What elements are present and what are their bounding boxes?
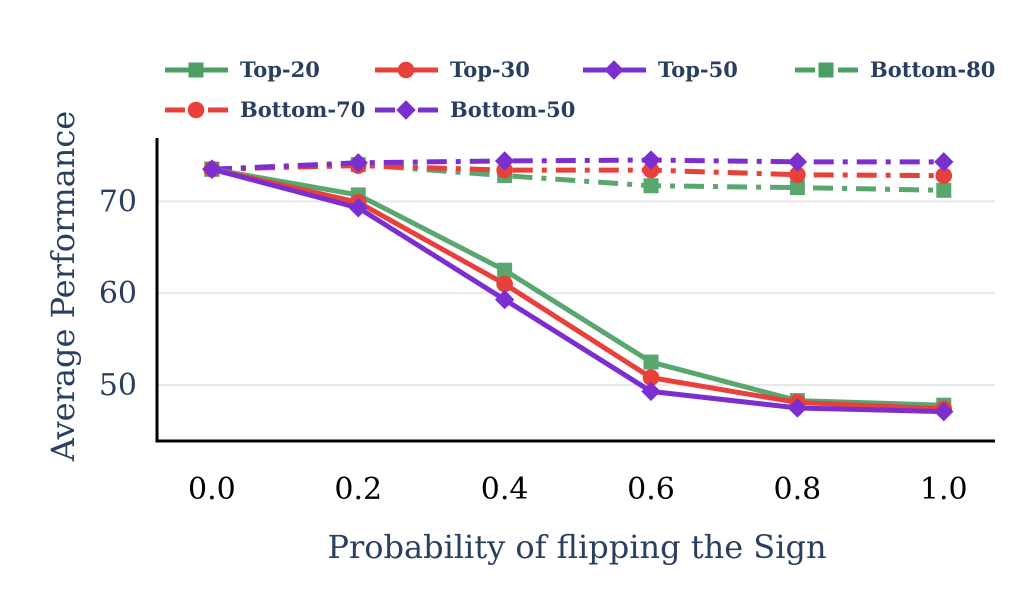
x-tick-label: 0.8: [774, 472, 822, 507]
data-point: [497, 262, 513, 278]
y-tick-label: 60: [99, 276, 137, 311]
x-tick-label: 0.2: [334, 472, 382, 507]
series-line: [211, 166, 944, 412]
data-point: [934, 152, 954, 172]
data-point: [787, 398, 808, 418]
legend: Top-20 Top-30 Top-50 Bottom-80 Bottom-70 Bott…: [165, 57, 995, 122]
legend-label: Bottom-70: [240, 97, 365, 122]
data-point: [496, 275, 513, 293]
data-point: [643, 178, 659, 194]
x-tick-label: 0.0: [188, 472, 236, 507]
y-axis-title: Average Performance: [44, 111, 82, 462]
legend-label: Top-30: [450, 57, 530, 82]
data-point: [494, 289, 515, 310]
series-top-20: [204, 161, 952, 413]
data-point: [936, 182, 952, 198]
legend-marker: [188, 62, 204, 78]
series-line: [211, 157, 944, 172]
series-line: [211, 166, 944, 415]
axes: 0.0 0.2 0.4 0.6 0.8 1.0 50 60 70: [99, 138, 995, 507]
data-point: [935, 167, 953, 184]
data-point: [348, 198, 368, 218]
data-point: [641, 150, 661, 170]
legend-marker: [604, 60, 624, 80]
legend-label: Top-20: [240, 57, 320, 82]
data-point: [494, 151, 515, 171]
legend-item-top-50: Top-50: [583, 57, 738, 82]
series-line: [211, 166, 944, 408]
legend-label: Bottom-50: [450, 97, 575, 122]
legend-item-top-30: Top-30: [375, 57, 530, 82]
data-point: [642, 369, 660, 386]
series-top-30: [203, 160, 953, 418]
x-tick-label: 1.0: [920, 472, 968, 507]
y-tick-label: 70: [99, 184, 137, 219]
series-line: [211, 163, 944, 179]
legend-label: Bottom-80: [870, 57, 995, 82]
data-point: [789, 180, 805, 196]
data-point: [348, 153, 368, 173]
series-top-50: [202, 159, 954, 422]
legend-marker: [396, 100, 416, 120]
data-point: [789, 166, 806, 184]
data-point: [641, 381, 661, 402]
y-tick-label: 50: [99, 368, 137, 403]
legend-item-bottom-50: Bottom-50: [375, 97, 575, 122]
series-line: [211, 162, 944, 193]
series-bottom-50: [202, 150, 954, 179]
series-bottom-70: [203, 157, 953, 184]
x-axis-title: Probability of flipping the Sign: [327, 528, 826, 566]
data-point: [202, 159, 222, 179]
legend-marker: [818, 62, 834, 78]
data-point: [643, 354, 659, 370]
legend-item-bottom-80: Bottom-80: [795, 57, 995, 82]
legend-marker: [187, 101, 205, 119]
gridlines: [157, 200, 995, 386]
legend-marker: [397, 61, 415, 79]
legend-item-bottom-70: Bottom-70: [165, 97, 365, 122]
x-tick-label: 0.4: [481, 472, 529, 507]
data-point: [934, 401, 954, 422]
plot-area: [202, 150, 954, 422]
legend-item-top-20: Top-20: [165, 57, 320, 82]
x-tick-label: 0.6: [627, 472, 675, 507]
legend-label: Top-50: [658, 57, 738, 82]
data-point: [787, 152, 808, 172]
data-point: [642, 161, 660, 179]
